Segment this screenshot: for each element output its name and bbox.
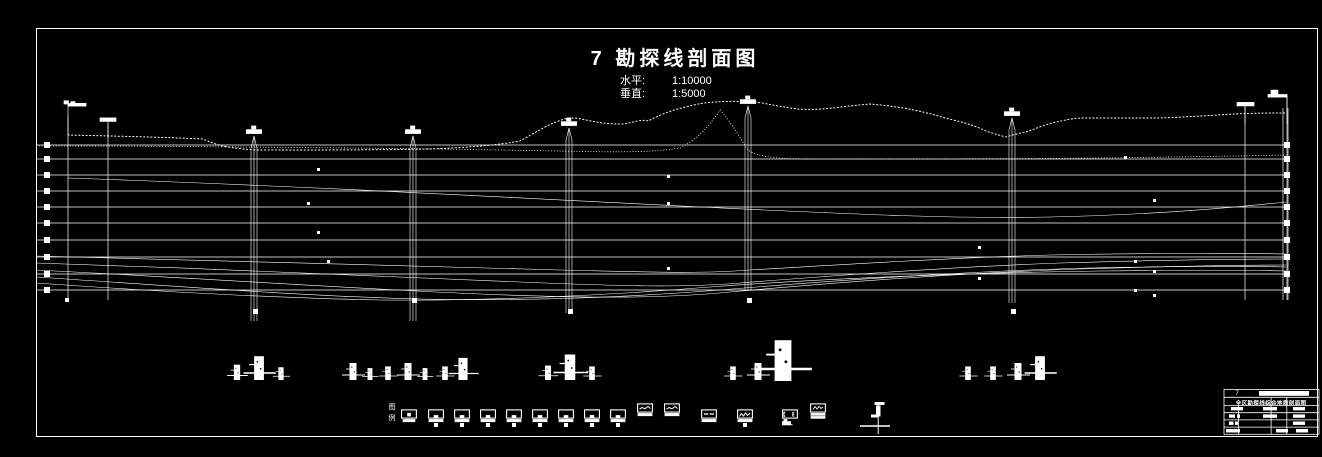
svg-text:垂直:: 垂直:: [620, 86, 645, 100]
svg-text:水平:: 水平:: [620, 74, 645, 87]
svg-text:例: 例: [389, 413, 396, 422]
svg-text:图: 图: [389, 403, 396, 411]
svg-text:全区勘探线综合地质剖面图: 全区勘探线综合地质剖面图: [1235, 399, 1307, 407]
svg-text:1:5000: 1:5000: [672, 88, 706, 100]
svg-text:1:10000: 1:10000: [672, 75, 712, 87]
svg-text:7 勘探线剖面图: 7 勘探线剖面图: [591, 46, 760, 70]
